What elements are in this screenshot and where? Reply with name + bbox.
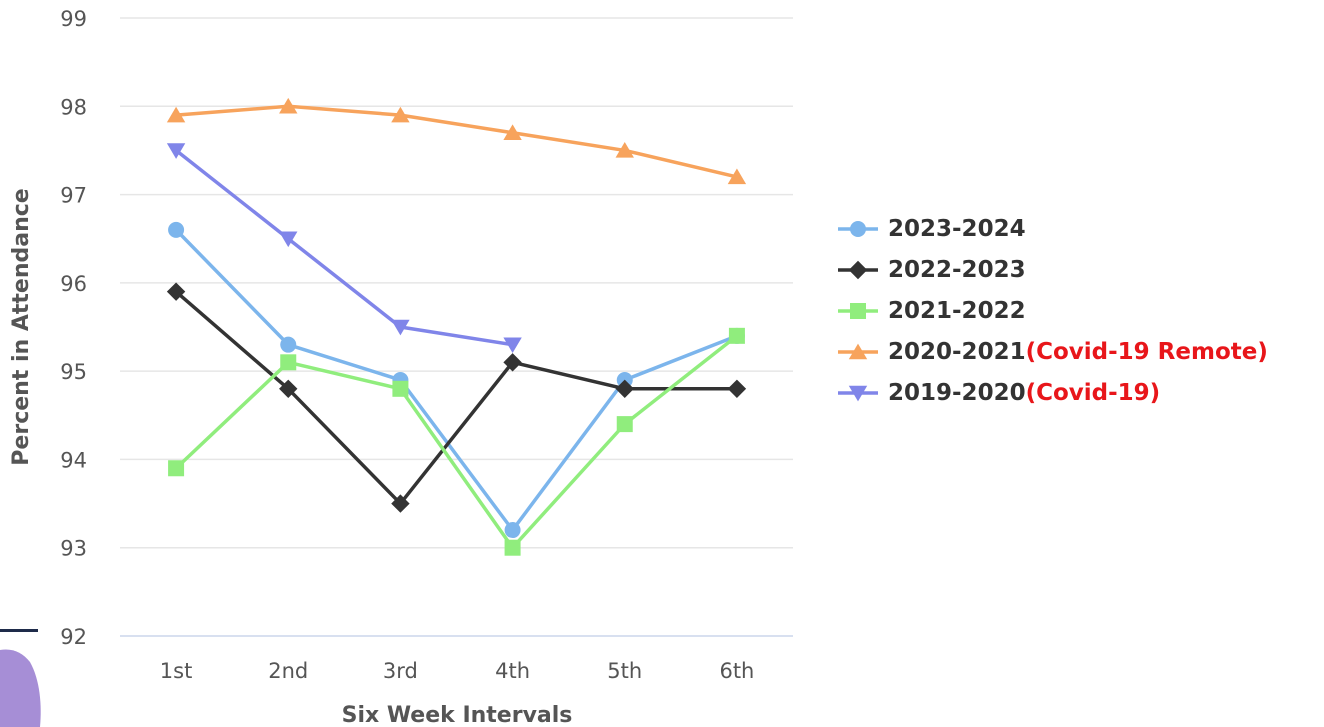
series-2019-2020	[166, 143, 522, 354]
data-point	[392, 380, 409, 397]
data-point	[727, 168, 747, 185]
corner-shape	[0, 649, 41, 727]
x-axis-title: Six Week Intervals	[342, 703, 573, 727]
y-tick-label: 94	[60, 448, 87, 472]
series-2020-2021	[166, 97, 747, 185]
legend-item[interactable]: 2022-2023	[836, 249, 1268, 290]
series-line	[174, 290, 737, 506]
legend-label: 2022-2023	[888, 257, 1026, 283]
data-point	[279, 379, 298, 398]
y-tick-label: 99	[60, 7, 87, 31]
legend-symbol	[838, 302, 878, 319]
data-point	[391, 319, 410, 336]
legend-symbol	[838, 220, 878, 237]
y-tick-label: 97	[60, 184, 87, 208]
data-point	[391, 494, 410, 513]
data-point	[391, 106, 410, 123]
legend-symbol	[838, 260, 878, 279]
series-lines	[166, 97, 747, 556]
x-tick-label: 5th	[607, 659, 642, 683]
legend-series-name: 2020-2021	[888, 338, 1026, 365]
x-tick-label: 6th	[719, 659, 754, 683]
data-point	[503, 124, 522, 140]
legend-series-name: 2021-2022	[888, 297, 1026, 324]
data-point	[727, 379, 747, 398]
x-axis-ticks: 1st 2nd 3rd 4th 5th 6th	[160, 659, 755, 683]
data-point	[504, 539, 521, 556]
series-line	[175, 149, 513, 347]
data-point	[279, 231, 298, 248]
y-tick-label: 95	[60, 360, 87, 384]
data-point	[166, 106, 186, 123]
legend-series-name: 2023-2024	[888, 215, 1026, 242]
legend-series-note: (Covid-19)	[1025, 379, 1161, 406]
x-tick-label: 4th	[495, 659, 530, 683]
series-line	[174, 334, 738, 550]
data-point	[166, 143, 186, 159]
y-tick-label: 98	[60, 95, 87, 119]
legend-series-note: (Covid-19 Remote)	[1025, 338, 1268, 365]
data-point	[280, 336, 297, 353]
corner-rule	[0, 629, 38, 632]
x-tick-label: 2nd	[268, 659, 308, 683]
data-point	[728, 327, 745, 344]
y-axis-title: Percent in Attendance	[9, 188, 34, 465]
data-point	[504, 522, 521, 539]
y-axis-ticks: 92 93 94 95 96 97 98 99	[60, 7, 87, 649]
y-tick-label: 92	[60, 625, 87, 649]
legend-series-name: 2019-2020	[888, 379, 1026, 406]
series-line	[175, 104, 738, 179]
legend-marker	[848, 385, 868, 401]
data-point	[503, 337, 522, 354]
series-2022-2023	[166, 282, 747, 513]
legend-marker	[848, 260, 868, 279]
legend-marker	[850, 220, 866, 237]
data-point	[168, 460, 185, 477]
data-point	[166, 282, 186, 301]
legend-label: 2019-2020(Covid-19)	[888, 380, 1160, 406]
series-2021-2022	[168, 327, 745, 556]
data-point	[280, 354, 297, 371]
data-point	[279, 97, 298, 114]
legend-label: 2021-2022	[888, 298, 1026, 324]
data-point	[615, 379, 634, 398]
data-point	[616, 416, 633, 433]
legend-marker	[848, 343, 868, 359]
x-tick-label: 1st	[160, 659, 193, 683]
legend-marker	[850, 302, 866, 319]
series-2023-2024	[168, 221, 745, 539]
legend-item[interactable]: 2020-2021(Covid-19 Remote)	[836, 331, 1268, 372]
data-point	[503, 353, 522, 372]
legend-item[interactable]: 2021-2022	[836, 290, 1268, 331]
chart-legend: 2023-2024 2022-2023 2021-2022 2020-2021(Cov…	[836, 208, 1268, 413]
data-point	[615, 142, 634, 158]
legend-series-name: 2022-2023	[888, 256, 1026, 283]
legend-label: 2020-2021(Covid-19 Remote)	[888, 339, 1268, 365]
y-tick-label: 93	[60, 537, 87, 561]
legend-symbol	[838, 343, 878, 359]
series-line	[174, 228, 738, 532]
legend-item[interactable]: 2019-2020(Covid-19)	[836, 372, 1268, 413]
x-tick-label: 3rd	[383, 659, 418, 683]
legend-label: 2023-2024	[888, 216, 1026, 242]
legend-symbol	[838, 385, 878, 401]
y-tick-label: 96	[60, 272, 87, 296]
legend-item[interactable]: 2023-2024	[836, 208, 1268, 249]
data-point	[168, 221, 185, 238]
